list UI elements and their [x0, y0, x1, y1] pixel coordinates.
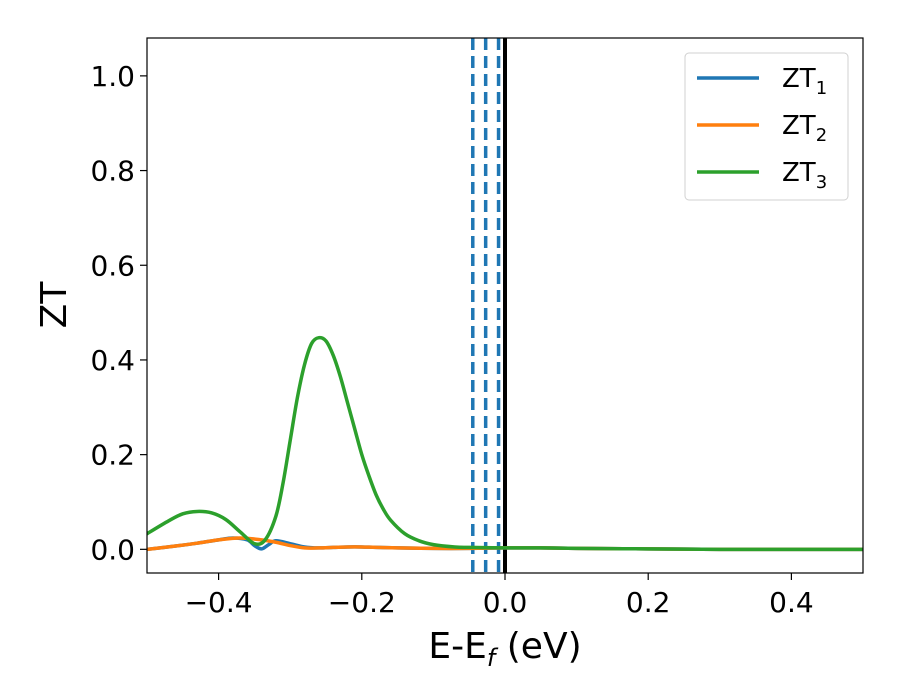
y-tick-label: 0.4 [90, 344, 135, 377]
legend-label-zt1: ZT1 [782, 64, 827, 99]
y-tick-label: 0.6 [90, 249, 135, 282]
x-tick-label: 0.0 [483, 586, 528, 619]
x-tick-label: −0.2 [328, 586, 396, 619]
legend-label-zt2: ZT2 [782, 111, 827, 146]
plot-area [147, 38, 863, 573]
y-axis: 0.0 0.2 0.4 0.6 0.8 1.0 [90, 60, 147, 566]
x-axis: −0.4 −0.2 0.0 0.2 0.4 [185, 573, 814, 619]
x-axis-label: E-Ef (eV) [428, 626, 581, 672]
legend: ZT1 ZT2 ZT3 [684, 52, 849, 201]
y-tick-label: 0.2 [90, 439, 135, 472]
x-tick-label: 0.4 [769, 586, 814, 619]
x-tick-label: −0.4 [185, 586, 253, 619]
y-tick-label: 0.8 [90, 155, 135, 188]
y-axis-label: ZT [34, 281, 75, 329]
x-tick-label: 0.2 [626, 586, 671, 619]
legend-box [684, 52, 849, 201]
y-tick-label: 0.0 [90, 533, 135, 566]
legend-label-zt3: ZT3 [782, 158, 827, 193]
series-line-zt3 [147, 335, 863, 552]
y-tick-label: 1.0 [90, 60, 135, 93]
